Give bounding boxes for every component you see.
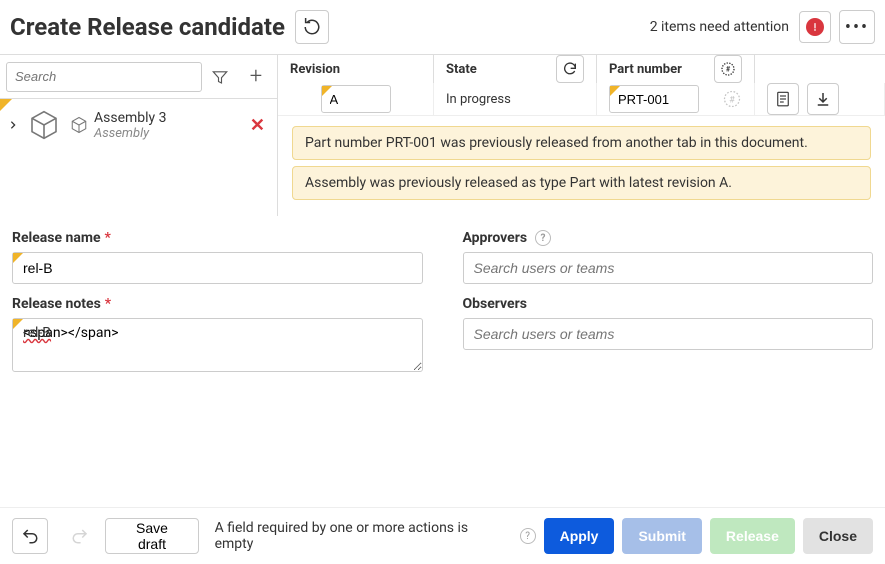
- plus-icon: +: [250, 64, 262, 89]
- assembly-sub-icon: [68, 114, 90, 136]
- unsaved-indicator-icon: [610, 86, 620, 96]
- unsaved-indicator-icon: [322, 86, 332, 96]
- document-action-button[interactable]: [767, 83, 799, 115]
- footer-validation-message: A field required by one or more actions …: [215, 520, 508, 552]
- release-name-label: Release name: [12, 230, 101, 246]
- release-button[interactable]: Release: [710, 518, 795, 554]
- column-header-state: State: [446, 62, 477, 77]
- help-icon[interactable]: ?: [520, 528, 536, 544]
- remove-item-button[interactable]: ✕: [250, 115, 265, 136]
- help-icon[interactable]: ?: [535, 230, 551, 246]
- alert-icon: [806, 18, 824, 36]
- approvers-label: Approvers: [463, 230, 528, 246]
- svg-text:#: #: [726, 65, 731, 74]
- more-menu-button[interactable]: •••: [839, 10, 875, 44]
- close-icon: ✕: [250, 115, 265, 136]
- filter-button[interactable]: [202, 62, 238, 92]
- chevron-right-icon: [8, 120, 18, 130]
- warning-message: Part number PRT-001 was previously relea…: [292, 126, 871, 160]
- undo-button[interactable]: [12, 518, 48, 554]
- part-number-hash-icon: #: [722, 89, 742, 109]
- redo-icon: [71, 527, 89, 545]
- part-number-action-button[interactable]: #: [714, 55, 742, 83]
- undo-icon: [21, 527, 39, 545]
- svg-text:#: #: [729, 95, 735, 105]
- refresh-icon: [303, 18, 321, 36]
- tree-item-name: Assembly 3: [94, 110, 250, 126]
- unsaved-indicator-icon: [13, 253, 23, 263]
- redo-button: [62, 518, 98, 554]
- close-button[interactable]: Close: [803, 518, 873, 554]
- expand-chevron[interactable]: [8, 120, 22, 130]
- save-draft-button[interactable]: Save draft: [105, 518, 198, 554]
- add-item-button[interactable]: +: [238, 62, 274, 92]
- state-value: In progress: [446, 92, 511, 107]
- page-title: Create Release candidate: [10, 13, 285, 41]
- observers-label: Observers: [463, 296, 527, 312]
- refresh-icon: [562, 61, 578, 77]
- document-icon: [774, 90, 792, 108]
- warning-message: Assembly was previously released as type…: [292, 166, 871, 200]
- release-notes-label: Release notes: [12, 296, 101, 312]
- approvers-input[interactable]: [463, 252, 874, 284]
- download-button[interactable]: [807, 83, 839, 115]
- required-indicator: *: [105, 296, 111, 312]
- release-name-input[interactable]: [12, 252, 423, 284]
- required-indicator: *: [105, 230, 111, 246]
- refresh-settings-button[interactable]: [295, 10, 329, 44]
- ellipsis-icon: •••: [845, 17, 869, 38]
- attention-text: 2 items need attention: [650, 19, 789, 35]
- tree-item[interactable]: Assembly 3 Assembly ✕: [0, 99, 277, 151]
- search-input[interactable]: [6, 62, 202, 92]
- apply-button[interactable]: Apply: [544, 518, 615, 554]
- column-header-revision: Revision: [278, 55, 434, 83]
- part-number-input[interactable]: [609, 85, 699, 113]
- tree-item-type: Assembly: [94, 126, 250, 141]
- submit-button[interactable]: Submit: [622, 518, 701, 554]
- refresh-state-button[interactable]: [556, 55, 584, 83]
- observers-input[interactable]: [463, 318, 874, 350]
- column-header-part-number: Part number: [609, 62, 682, 77]
- unsaved-indicator-icon: [13, 319, 23, 329]
- attention-indicator[interactable]: [799, 11, 831, 43]
- assembly-main-icon: [26, 107, 62, 143]
- filter-icon: [211, 68, 229, 86]
- release-notes-input[interactable]: <span></span>: [12, 318, 423, 372]
- download-icon: [814, 90, 832, 108]
- hash-icon: #: [720, 61, 736, 77]
